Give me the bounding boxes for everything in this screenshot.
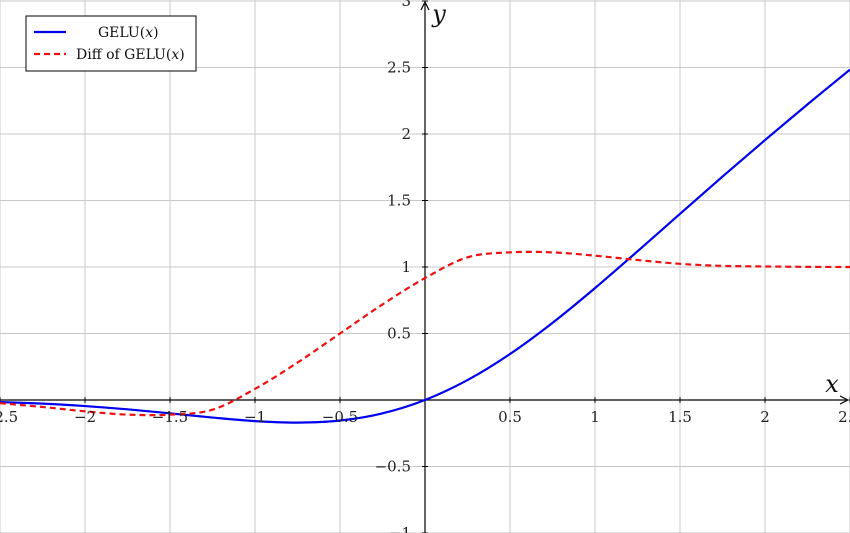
x-tick-label: −1.5 (152, 408, 188, 426)
x-tick-label: 2.5 (838, 408, 850, 426)
series-lines (0, 68, 850, 424)
legend-label-gelu: GELU(𝑥) (98, 25, 159, 41)
x-axis-arrow (839, 395, 850, 405)
y-tick-label: −1 (389, 524, 411, 533)
y-tick-label: 3 (401, 0, 411, 10)
x-tick-label: −1 (244, 408, 266, 426)
x-tick-label: 1 (590, 408, 600, 426)
x-tick-label: 0.5 (498, 408, 522, 426)
series-line-gelu (0, 68, 850, 424)
y-tick-label: 1 (401, 258, 411, 276)
y-tick-label: 0.5 (387, 325, 411, 343)
y-axis-arrow (420, 0, 430, 11)
legend: GELU(𝑥) Diff of GELU(𝑥) (25, 15, 197, 72)
x-tick-label: 1.5 (668, 408, 692, 426)
x-tick-label: −2.5 (0, 408, 18, 426)
x-tick-label: −2 (74, 408, 96, 426)
legend-box (25, 15, 197, 72)
x-tick-label: −0.5 (322, 408, 358, 426)
series-line-diff-gelu (0, 250, 850, 417)
y-tick-label: 1.5 (387, 192, 411, 210)
x-axis-label: x (825, 370, 839, 398)
legend-label-diff-gelu: Diff of GELU(𝑥) (76, 47, 185, 63)
y-axis-label: y (431, 0, 446, 28)
y-tick-label: 2.5 (387, 59, 411, 77)
y-tick-label: −0.5 (375, 458, 411, 476)
x-tick-label: 2 (760, 408, 770, 426)
y-tick-label: 2 (401, 125, 411, 143)
